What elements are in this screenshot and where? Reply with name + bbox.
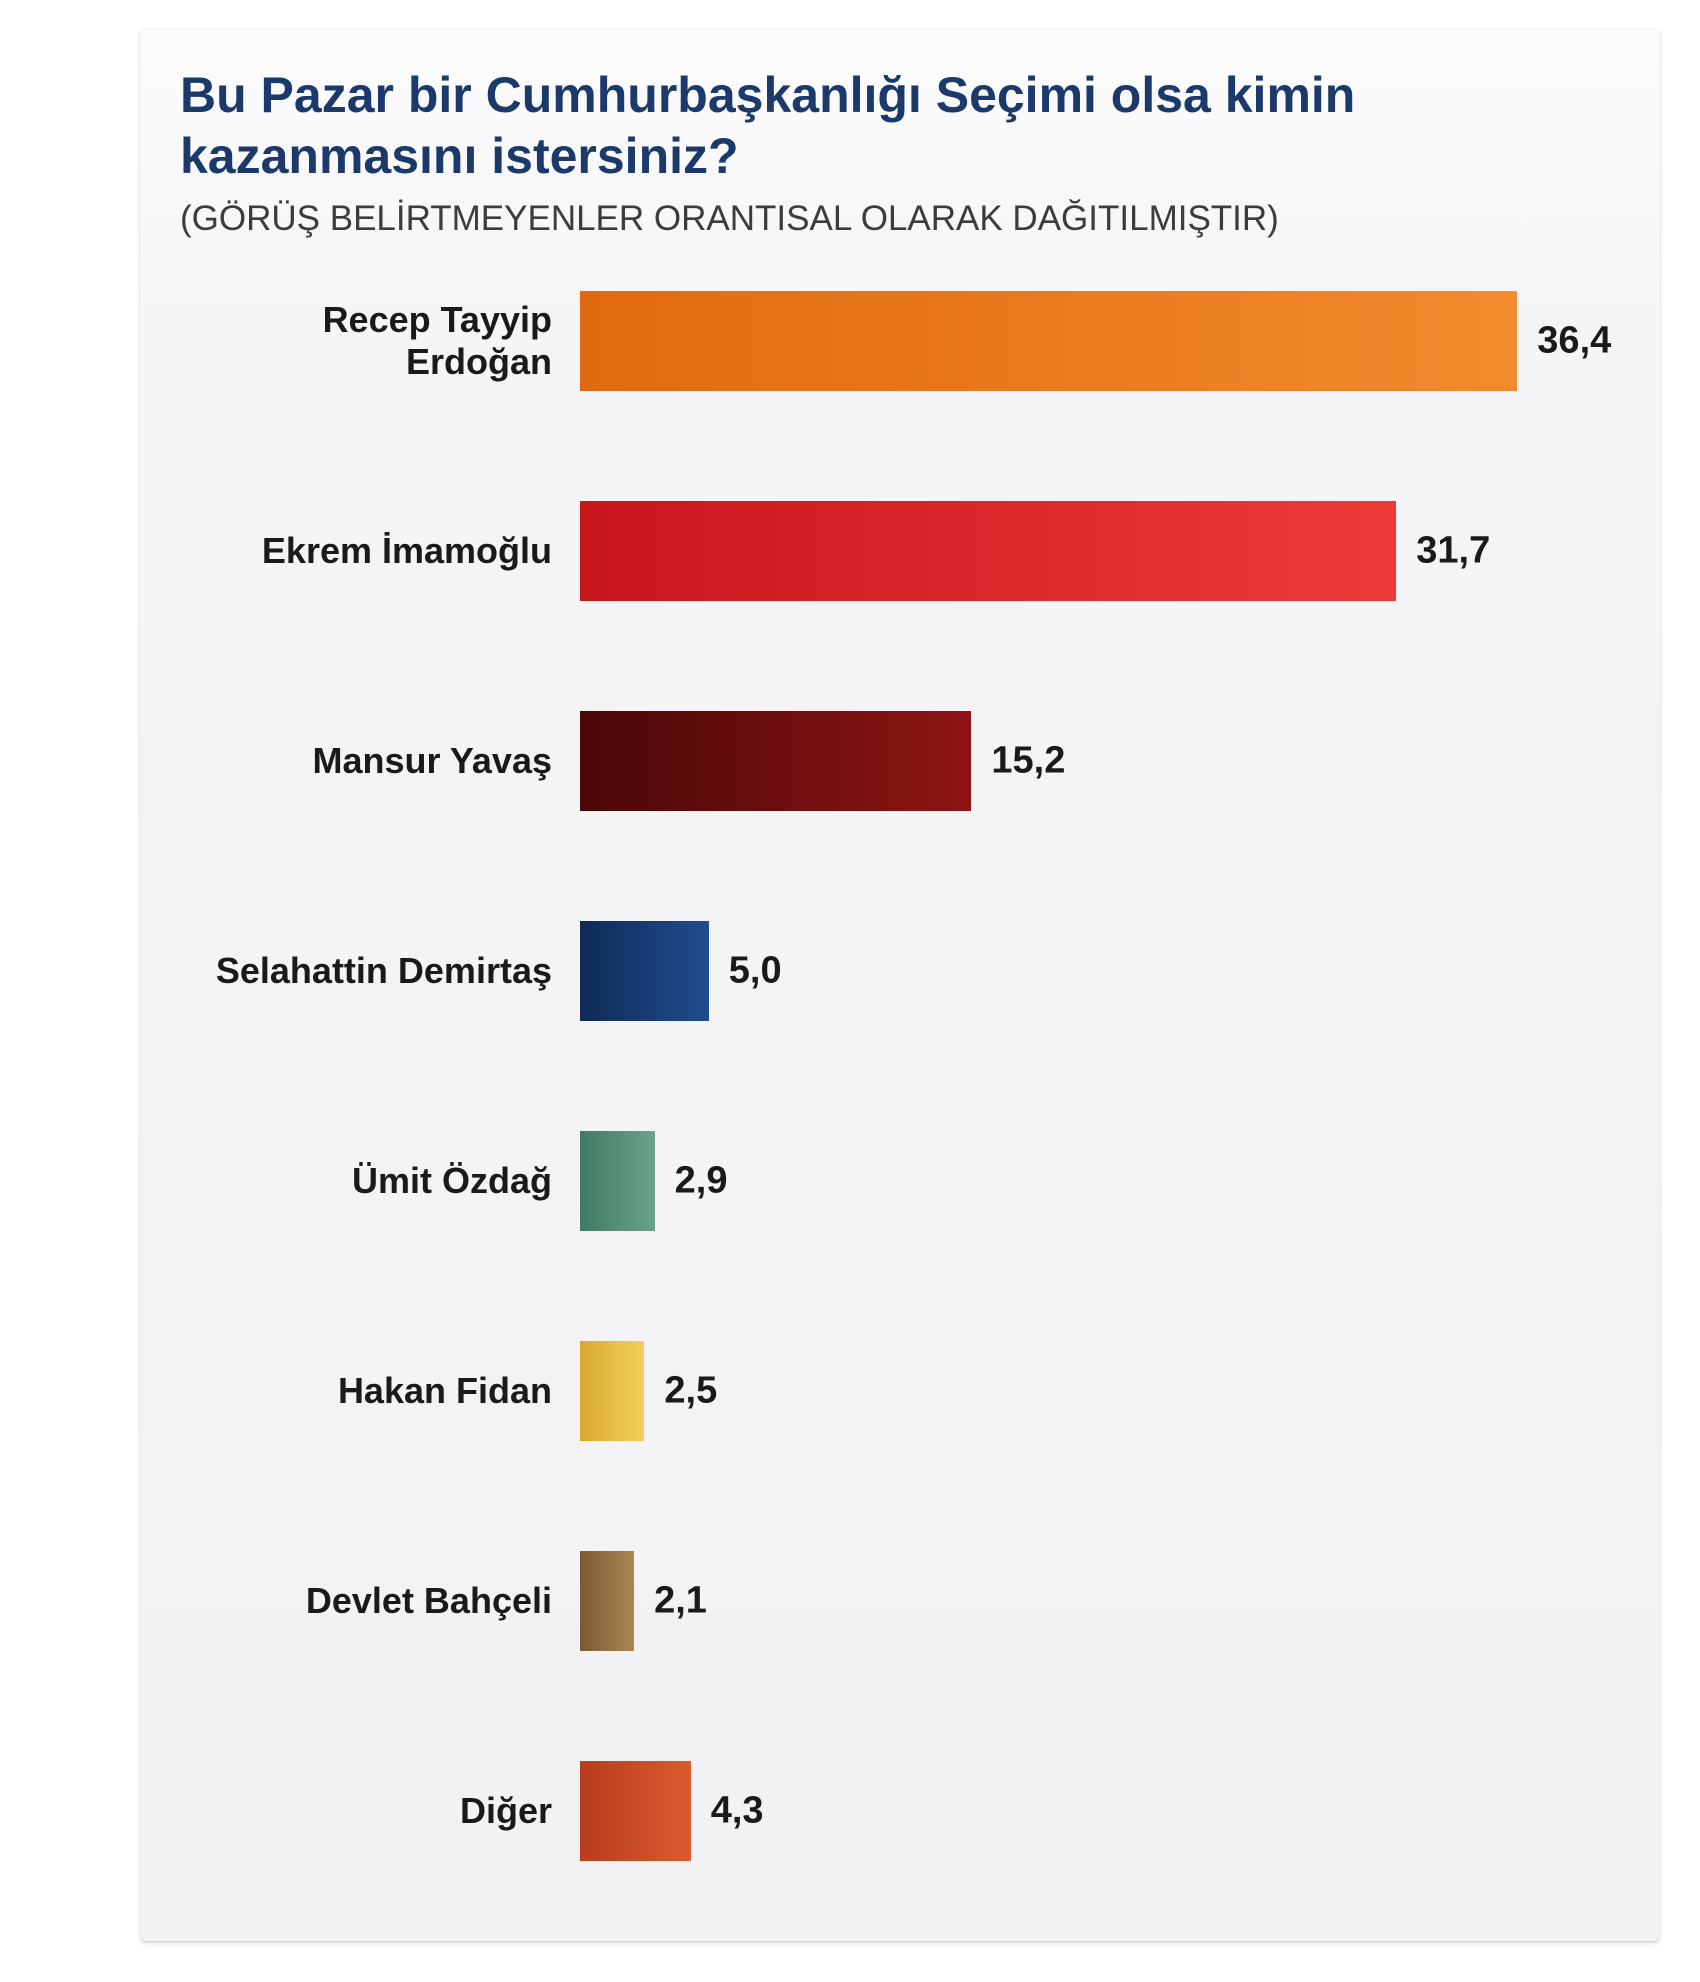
chart-row: Diğer 4,3 [180, 1761, 1610, 1861]
bar-track: 2,1 [580, 1551, 1610, 1651]
chart-row: Selahattin Demirtaş 5,0 [180, 921, 1610, 1021]
page: Bu Pazar bir Cumhurbaşkanlığı Seçimi ols… [0, 0, 1700, 1982]
bar [580, 711, 971, 811]
category-label: Devlet Bahçeli [180, 1580, 580, 1622]
bar-track: 4,3 [580, 1761, 1610, 1861]
value-label: 5,0 [729, 949, 782, 992]
category-label: Ekrem İmamoğlu [180, 530, 580, 572]
chart-row: Recep Tayyip Erdoğan 36,4 [180, 291, 1610, 391]
value-label: 15,2 [991, 739, 1065, 782]
bar-track: 2,5 [580, 1341, 1610, 1441]
chart-row: Ekrem İmamoğlu 31,7 [180, 501, 1610, 601]
poll-card: Bu Pazar bir Cumhurbaşkanlığı Seçimi ols… [140, 30, 1660, 1942]
chart-row: Mansur Yavaş 15,2 [180, 711, 1610, 811]
bar [580, 1341, 644, 1441]
poll-subtitle: (GÖRÜŞ BELİRTMEYENLER ORANTISAL OLARAK D… [180, 197, 1610, 241]
bar [580, 921, 709, 1021]
bar-track: 2,9 [580, 1131, 1610, 1231]
category-label: Ümit Özdağ [180, 1160, 580, 1202]
value-label: 36,4 [1537, 319, 1611, 362]
bar-track: 36,4 [580, 291, 1610, 391]
category-label: Selahattin Demirtaş [180, 950, 580, 992]
value-label: 2,5 [664, 1369, 717, 1412]
category-label: Diğer [180, 1790, 580, 1832]
category-label: Hakan Fidan [180, 1370, 580, 1412]
value-label: 4,3 [711, 1789, 764, 1832]
bar [580, 1761, 691, 1861]
bar [580, 501, 1396, 601]
poll-title: Bu Pazar bir Cumhurbaşkanlığı Seçimi ols… [180, 65, 1610, 187]
value-label: 2,9 [675, 1159, 728, 1202]
category-label: Recep Tayyip Erdoğan [180, 299, 580, 383]
bar-track: 31,7 [580, 501, 1610, 601]
chart-row: Hakan Fidan 2,5 [180, 1341, 1610, 1441]
value-label: 31,7 [1416, 529, 1490, 572]
chart-row: Ümit Özdağ 2,9 [180, 1131, 1610, 1231]
poll-bar-chart: Recep Tayyip Erdoğan 36,4 Ekrem İmamoğlu 31… [180, 291, 1610, 1861]
bar [580, 1131, 655, 1231]
bar-track: 15,2 [580, 711, 1610, 811]
chart-row: Devlet Bahçeli 2,1 [180, 1551, 1610, 1651]
bar [580, 291, 1517, 391]
bar-track: 5,0 [580, 921, 1610, 1021]
bar [580, 1551, 634, 1651]
category-label: Mansur Yavaş [180, 740, 580, 782]
value-label: 2,1 [654, 1579, 707, 1622]
